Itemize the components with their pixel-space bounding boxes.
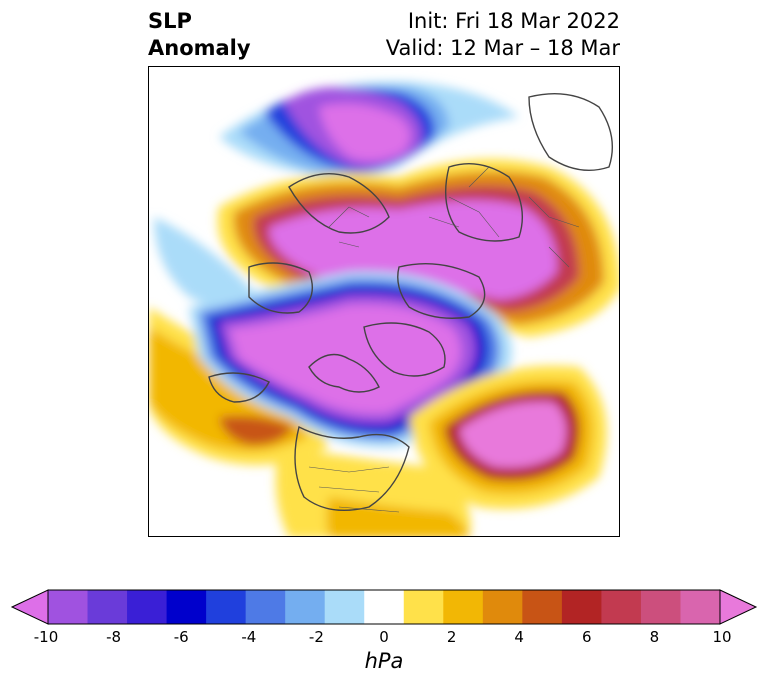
title-left: SLP Anomaly: [148, 8, 251, 62]
anomaly-map: [148, 66, 620, 537]
colorbar-tick-label: -2: [308, 628, 324, 646]
colorbar-tick-label: -4: [241, 628, 257, 646]
colorbar-segment: [680, 590, 721, 624]
colorbar-segment: [48, 590, 89, 624]
colorbar-unit: hPa: [364, 649, 404, 673]
colorbar-segment: [522, 590, 563, 624]
colorbar-tick-label: -6: [173, 628, 189, 646]
colorbar: [10, 589, 758, 625]
colorbar-segment: [601, 590, 642, 624]
title-right: Init: Fri 18 Mar 2022 Valid: 12 Mar – 18…: [386, 8, 620, 62]
colorbar-segment: [561, 590, 602, 624]
colorbar-tick-label: 2: [446, 628, 457, 646]
colorbar-extend-max: [719, 589, 758, 625]
title-type: Anomaly: [148, 36, 251, 60]
colorbar-segment: [324, 590, 365, 624]
colorbar-segment: [364, 590, 405, 624]
colorbar-segment: [127, 590, 168, 624]
colorbar-tick-label: 0: [379, 628, 389, 646]
colorbar-frame: [47, 589, 721, 625]
colorbar-segment: [166, 590, 207, 624]
anomaly-low-atlantic-core: [319, 103, 411, 161]
map-canvas: [149, 81, 619, 536]
colorbar-segment: [640, 590, 681, 624]
anomaly-low-west: [154, 217, 259, 307]
coastlines: [208, 92, 614, 512]
anomaly-high-pacific-core: [219, 415, 294, 446]
colorbar-tick-label: -8: [106, 628, 122, 646]
colorbar-segment: [285, 590, 326, 624]
title-variable: SLP: [148, 9, 192, 33]
borders: [308, 166, 580, 513]
colorbar-tick-label: -10: [33, 628, 59, 646]
colorbar-segment: [87, 590, 128, 624]
colorbar-extend-min: [10, 589, 49, 625]
colorbar-segment: [206, 590, 247, 624]
valid-range: Valid: 12 Mar – 18 Mar: [385, 36, 620, 60]
colorbar-segment: [443, 590, 484, 624]
anomaly-fill: [149, 81, 619, 536]
colorbar-tick-label: 4: [514, 628, 524, 646]
colorbar-tick-label: 10: [712, 628, 732, 646]
anomaly-high-atlantic-core: [459, 401, 567, 468]
colorbar-tick-label: 8: [649, 628, 660, 646]
init-time: Init: Fri 18 Mar 2022: [407, 9, 620, 33]
colorbar-segment: [482, 590, 523, 624]
colorbar-segment: [403, 590, 444, 624]
colorbar-tick-label: 6: [582, 628, 592, 646]
colorbar-segment: [245, 590, 286, 624]
anomaly-high-us-2: [326, 497, 469, 536]
anomaly-low-arctic-core: [229, 304, 462, 414]
